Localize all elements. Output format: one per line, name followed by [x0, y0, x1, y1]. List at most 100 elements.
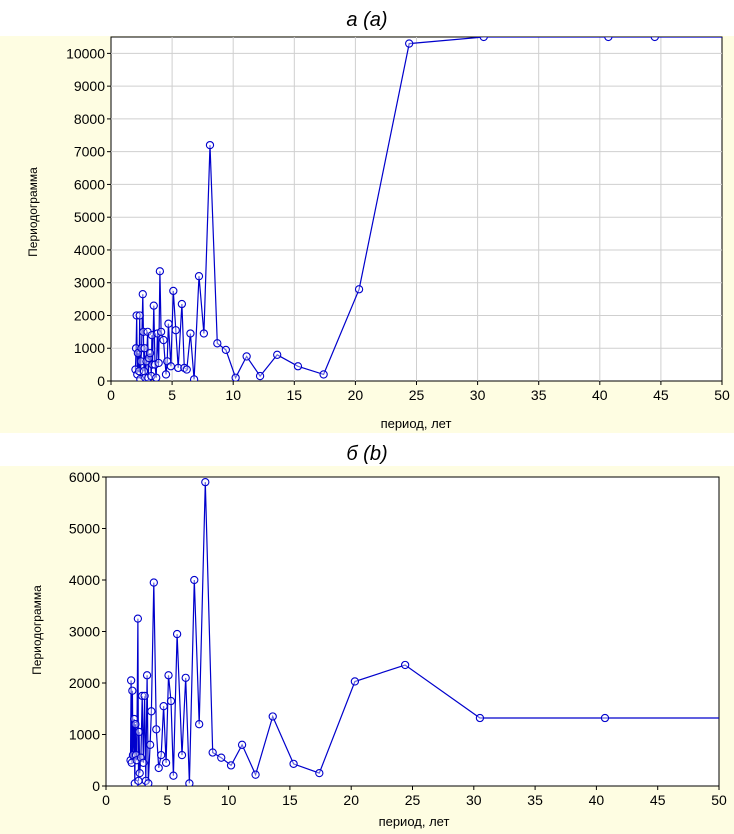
x-tick-label: 50	[711, 792, 727, 808]
data-point	[159, 335, 168, 345]
y-tick-label: 9000	[74, 78, 105, 94]
data-point	[171, 326, 180, 335]
data-point	[145, 740, 155, 749]
x-tick-label: 50	[714, 387, 730, 403]
data-point	[289, 759, 298, 769]
panel-b-ylabel: Периодограмма	[30, 585, 44, 675]
y-tick-label: 10000	[66, 45, 105, 61]
y-tick-label: 5000	[74, 209, 105, 225]
data-point	[177, 750, 187, 760]
data-point	[164, 671, 173, 680]
x-tick-label: 5	[163, 792, 171, 808]
data-point	[273, 350, 282, 359]
panel-b-title: б (b)	[346, 443, 387, 465]
data-point	[139, 327, 148, 337]
data-point	[177, 299, 187, 309]
data-point	[166, 362, 176, 371]
data-point	[221, 345, 231, 355]
panel-a-xlabel: период, лет	[381, 416, 452, 431]
panel-a-ylabel: Периодограмма	[26, 167, 40, 257]
data-point	[354, 285, 364, 294]
y-tick-label: 0	[97, 373, 105, 389]
data-point	[145, 349, 155, 358]
data-point	[293, 362, 303, 371]
y-tick-label: 4000	[69, 572, 100, 588]
panel-b: 0 5 10 15 20 25 30 35 40 45 50 0 1000 2000 3000 4000 500…	[0, 443, 734, 834]
x-tick-label: 35	[527, 792, 543, 808]
data-point	[149, 301, 158, 310]
plot-a-ticks: 0 5 10 15 20 25 30 35 40 45 50 0 1000 2000 3000 4000 500…	[66, 45, 730, 403]
data-point	[479, 37, 488, 42]
data-point	[139, 367, 149, 376]
data-point	[475, 713, 485, 723]
data-point	[242, 352, 251, 361]
data-point	[157, 750, 166, 760]
y-tick-label: 3000	[74, 275, 105, 291]
data-point	[135, 311, 144, 320]
plot-a-grid	[111, 37, 722, 381]
data-point	[169, 771, 178, 780]
x-tick-label: 15	[282, 792, 298, 808]
data-point	[251, 770, 260, 779]
plot-b-series	[126, 477, 719, 786]
data-point	[164, 319, 173, 328]
data-point	[144, 779, 153, 786]
x-tick-label: 45	[650, 792, 666, 808]
data-point	[190, 575, 199, 585]
data-point	[405, 39, 414, 48]
y-tick-label: 1000	[74, 340, 105, 356]
data-point	[138, 290, 147, 299]
y-tick-label: 8000	[74, 111, 105, 127]
y-tick-label: 1000	[69, 727, 100, 743]
plot-b-ticks: 0 5 10 15 20 25 30 35 40 45 50 0 1000 2000 3000 4000 500…	[69, 469, 727, 808]
data-point	[134, 776, 143, 785]
series-line	[129, 482, 719, 784]
x-tick-label: 5	[168, 387, 176, 403]
x-tick-label: 20	[343, 792, 359, 808]
data-point	[315, 768, 324, 778]
data-point	[148, 360, 157, 369]
data-point	[226, 761, 236, 770]
data-point	[142, 671, 152, 680]
x-tick-label: 30	[466, 792, 482, 808]
x-tick-label: 45	[653, 387, 669, 403]
data-point	[319, 370, 328, 379]
data-point	[134, 727, 144, 737]
data-point	[155, 267, 165, 276]
data-point	[182, 365, 191, 374]
y-tick-label: 4000	[74, 242, 105, 258]
data-point	[208, 748, 217, 757]
x-tick-label: 0	[107, 387, 115, 403]
data-point	[185, 779, 194, 786]
panel-b-xlabel: период, лет	[379, 814, 450, 829]
y-tick-label: 6000	[74, 176, 105, 192]
y-tick-label: 5000	[69, 521, 100, 537]
data-point	[128, 686, 137, 695]
x-tick-label: 40	[589, 792, 605, 808]
data-point	[213, 339, 222, 348]
data-point	[194, 272, 204, 281]
data-point	[172, 629, 182, 639]
x-tick-label: 10	[221, 792, 237, 808]
data-point	[161, 370, 171, 379]
data-point	[161, 758, 171, 767]
data-point	[205, 140, 215, 150]
x-tick-label: 25	[405, 792, 421, 808]
x-tick-label: 10	[225, 387, 241, 403]
data-point	[126, 676, 136, 685]
data-point	[152, 373, 161, 381]
data-point	[195, 720, 204, 729]
data-point	[181, 673, 190, 682]
data-point	[231, 373, 240, 381]
data-point	[237, 740, 247, 749]
data-point	[156, 327, 166, 337]
x-tick-label: 20	[348, 387, 364, 403]
data-point	[135, 768, 144, 778]
x-tick-label: 15	[287, 387, 303, 403]
x-tick-label: 35	[531, 387, 547, 403]
data-point	[174, 363, 183, 373]
x-tick-label: 30	[470, 387, 486, 403]
data-point	[650, 37, 659, 42]
data-point	[255, 371, 265, 381]
